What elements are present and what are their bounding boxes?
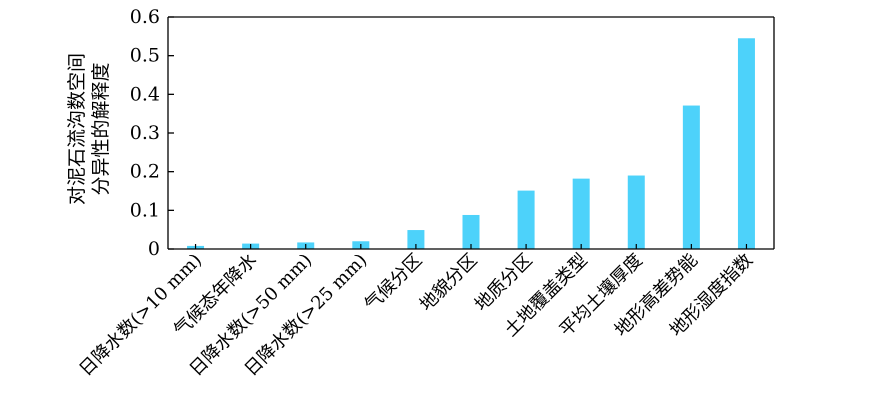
- y-tick-label-2: 0.1: [130, 199, 160, 221]
- y-axis-title-line-1: 对泥石流沟数空间: [66, 53, 88, 205]
- y-tick-label-5: 0.4: [130, 83, 160, 105]
- bar-9: [627, 175, 645, 249]
- y-tick-label-7: 0.6: [130, 6, 160, 28]
- y-axis-title-line-2: 分异性的解释度: [90, 62, 112, 195]
- y-tick-label-4: 0.3: [130, 122, 160, 144]
- bar-11: [737, 38, 755, 249]
- bar-7: [517, 190, 535, 249]
- y-tick-label-3: 0.2: [130, 161, 160, 183]
- y-axis-title: 对泥石流沟数空间 分异性的解释度: [66, 53, 112, 205]
- bar-8: [572, 178, 590, 249]
- bar-6: [462, 214, 480, 249]
- bar-10: [682, 105, 700, 249]
- bar-5: [407, 230, 425, 249]
- x-category-label-6: 地貌分区: [416, 250, 482, 316]
- y-tick-label-6: 0.5: [130, 45, 160, 67]
- y-tick-label-1: 0: [148, 238, 160, 260]
- x-category-label-5: 气候分区: [361, 250, 427, 316]
